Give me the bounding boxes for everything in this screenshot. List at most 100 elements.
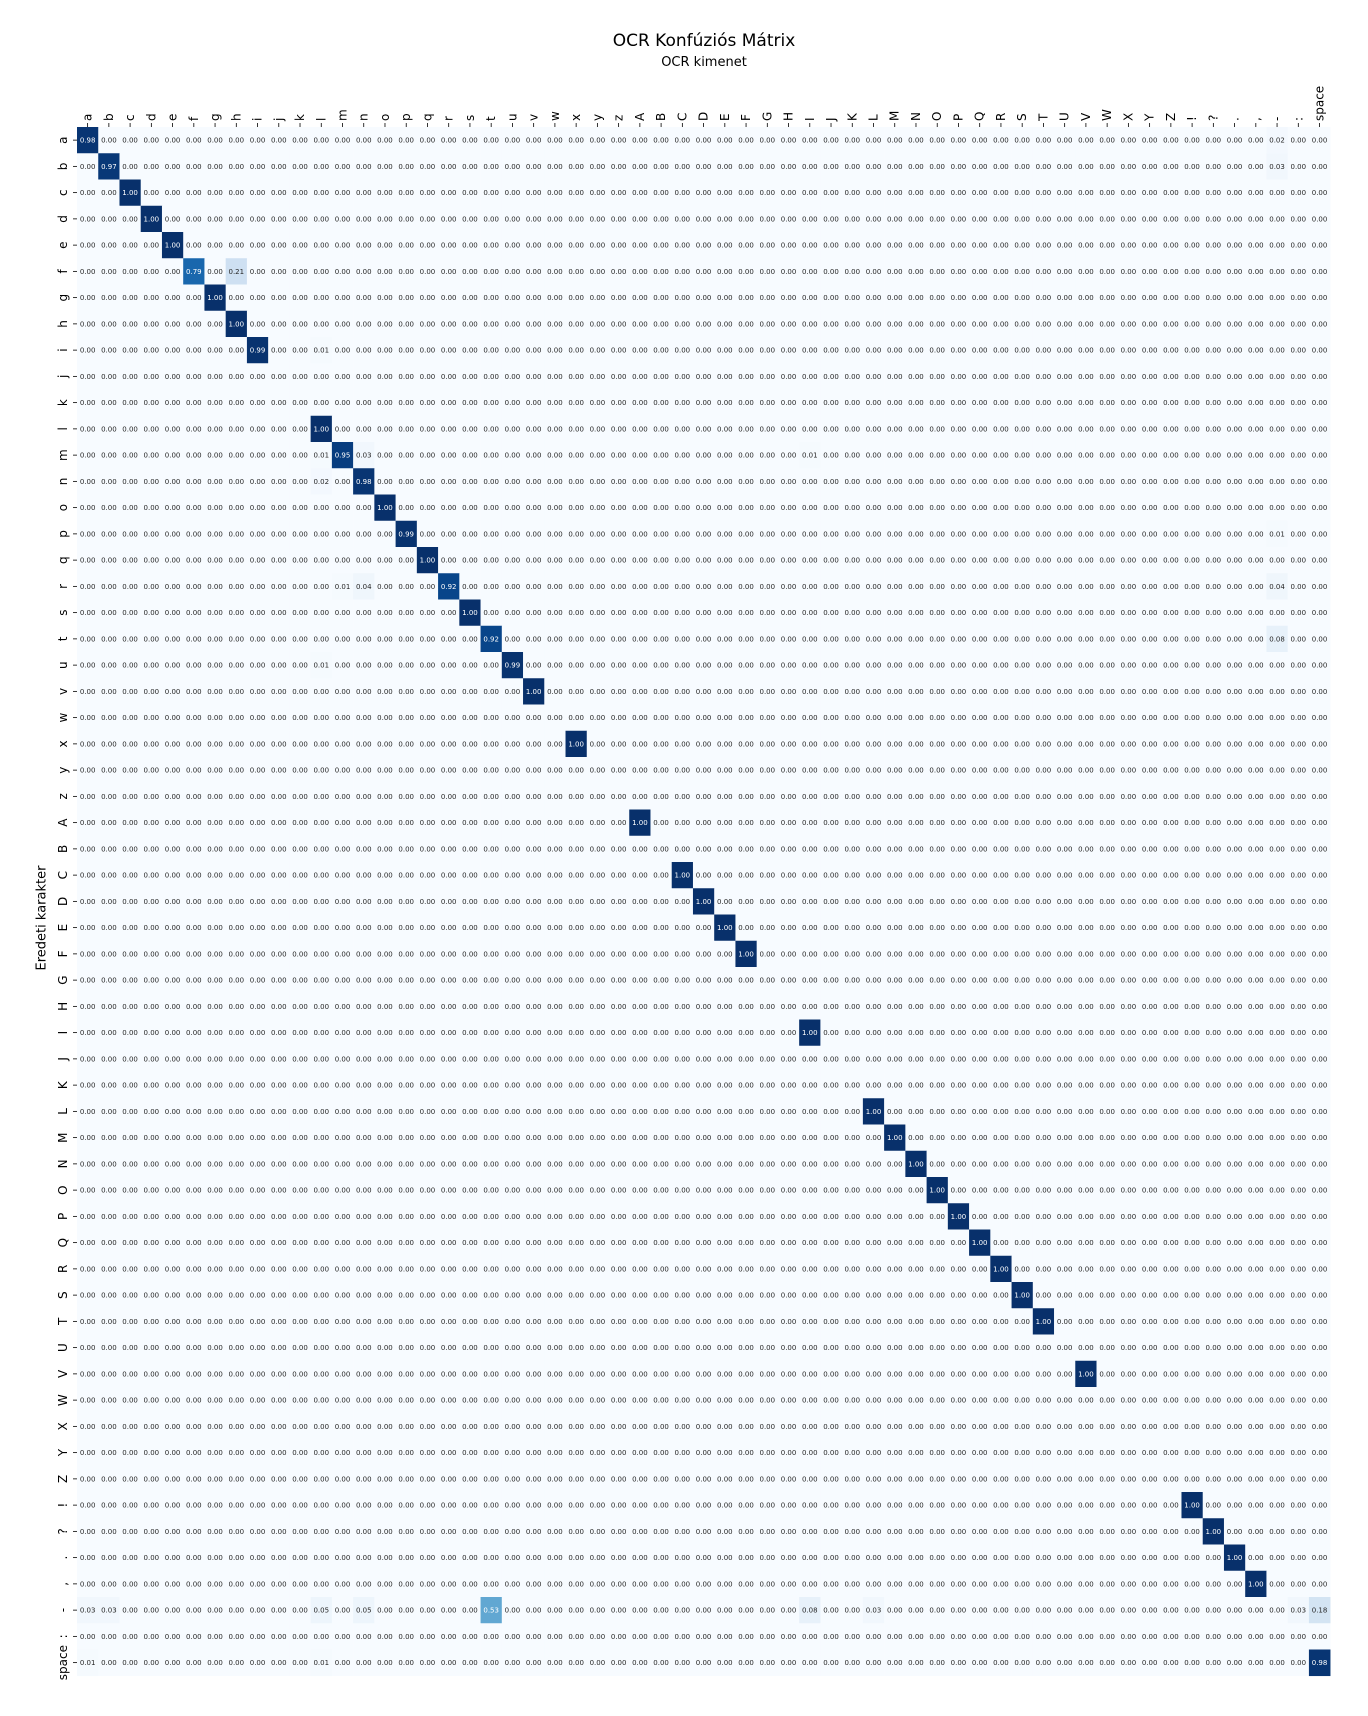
cell-value: 0.00 (951, 583, 967, 591)
cell-value: 0.00 (207, 242, 223, 250)
cell-value: 0.00 (122, 530, 138, 538)
cell-value: 0.00 (101, 189, 117, 197)
heatmap-cell (1245, 258, 1267, 285)
cell-value: 0.00 (420, 215, 436, 223)
cell-value: 0.00 (441, 242, 457, 250)
cell-value: 0.00 (398, 662, 414, 670)
cell-value: 0.00 (441, 530, 457, 538)
cell-value: 0.00 (101, 320, 117, 328)
heatmap-cell (586, 127, 609, 154)
heatmap-cell (1117, 179, 1140, 207)
cell-value: 0.00 (526, 557, 542, 565)
cell-value: 0.00 (1163, 242, 1179, 250)
cell-value: 0.00 (632, 242, 648, 250)
cell-value: 0.00 (462, 662, 478, 670)
cell-value: 0.00 (80, 452, 96, 460)
heatmap-cell (947, 232, 970, 259)
cell-value: 0.00 (1014, 320, 1030, 328)
cell-value: 0.00 (420, 242, 436, 250)
heatmap-cell (331, 153, 354, 180)
cell-value: 0.00 (483, 425, 499, 433)
cell-value: 0.00 (313, 767, 329, 775)
cell-value: 0.00 (738, 373, 754, 381)
cell-value: 0.00 (951, 189, 967, 197)
heatmap-cell (438, 153, 460, 180)
cell-value: 0.00 (1078, 399, 1094, 407)
cell-value: 0.00 (1036, 215, 1052, 223)
cell-value: 0.00 (738, 425, 754, 433)
cell-value: 0.00 (887, 189, 903, 197)
cell-value: 0.00 (590, 373, 606, 381)
cell-value: 0.00 (441, 215, 457, 223)
cell-value: 0.00 (1121, 294, 1137, 302)
cell-value: 0.00 (823, 373, 839, 381)
cell-value: 0.00 (250, 137, 266, 145)
cell-value: 0.00 (80, 294, 96, 302)
heatmap-cell (1245, 127, 1267, 154)
cell-value: 0.00 (1014, 137, 1030, 145)
heatmap-cell (692, 153, 715, 180)
heatmap-cell (1075, 258, 1097, 285)
cell-value: 0.00 (356, 609, 372, 617)
cell-value: 0.00 (972, 320, 988, 328)
cell-value: 0.00 (653, 268, 669, 276)
cell-value: 0.00 (1099, 373, 1115, 381)
cell-value: 0.00 (760, 662, 776, 670)
cell-value: 0.00 (144, 242, 160, 250)
cell-value: 0.00 (1121, 163, 1137, 171)
cell-value: 0.00 (250, 242, 266, 250)
cell-value: 0.00 (611, 425, 627, 433)
cell-value: 0.00 (781, 189, 797, 197)
heatmap-cell (841, 179, 864, 207)
cell-value: 0.00 (993, 189, 1009, 197)
cell-value: 0.00 (590, 242, 606, 250)
heatmap-cell (140, 127, 163, 154)
heatmap-cell (119, 127, 142, 154)
cell-value: 0.00 (1057, 583, 1073, 591)
cell-value: 0.00 (1206, 609, 1222, 617)
heatmap-cell (841, 232, 864, 259)
cell-value: 0.00 (632, 320, 648, 328)
heatmap-cell (1011, 232, 1034, 259)
cell-value: 0.00 (1206, 294, 1222, 302)
cell-value: 0.00 (1248, 215, 1264, 223)
heatmap-cell (353, 127, 375, 154)
cell-value: 0.00 (781, 242, 797, 250)
cell-value: 0.00 (675, 215, 691, 223)
cell-value: 0.00 (844, 635, 860, 643)
heatmap-cell (459, 205, 481, 233)
cell-value: 0.00 (462, 767, 478, 775)
cell-value: 0.00 (505, 609, 521, 617)
cell-value: 0.00 (207, 609, 223, 617)
heatmap-cell (395, 205, 418, 233)
cell-value: 0.00 (802, 242, 818, 250)
cell-value: 0.00 (462, 373, 478, 381)
cell-value: 0.00 (398, 189, 414, 197)
heatmap-cell (735, 232, 757, 259)
cell-value: 0.00 (483, 530, 499, 538)
cell-value: 0.00 (590, 609, 606, 617)
cell-value: 0.00 (250, 425, 266, 433)
cell-value: 0.00 (250, 163, 266, 171)
cell-value: 0.00 (781, 740, 797, 748)
heatmap-cell (1160, 232, 1182, 259)
heatmap-cell (77, 205, 99, 233)
heatmap-cell (756, 258, 779, 285)
cell-value: 0.00 (1142, 557, 1158, 565)
cell-value: 0.00 (866, 399, 882, 407)
cell-value: 0.00 (844, 399, 860, 407)
cell-value: 0.00 (165, 425, 181, 433)
cell-value: 0.00 (696, 294, 712, 302)
cell-value: 0.00 (696, 189, 712, 197)
heatmap-cell (225, 153, 248, 180)
cell-value: 0.00 (292, 793, 308, 801)
cell-value: 1.00 (144, 215, 160, 223)
heatmap-cell (1075, 205, 1097, 233)
cell-value: 0.00 (547, 609, 563, 617)
cell-value: 0.00 (1227, 635, 1243, 643)
cell-value: 0.00 (1142, 215, 1158, 223)
heatmap-cell (1287, 232, 1310, 259)
heatmap-cell (1032, 127, 1055, 154)
cell-value: 0.00 (823, 452, 839, 460)
cell-value: 0.00 (993, 688, 1009, 696)
